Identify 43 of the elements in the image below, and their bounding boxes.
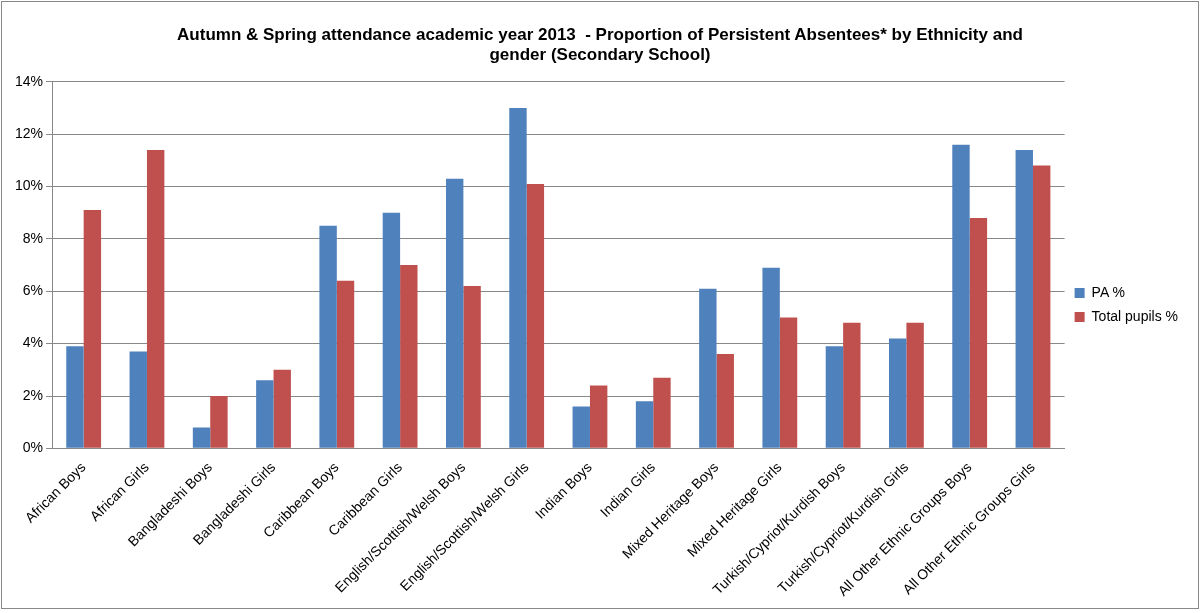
- bar: [635, 401, 654, 448]
- bar: [526, 183, 545, 448]
- bar: [382, 212, 401, 448]
- bar: [889, 338, 907, 448]
- y-tick-label: 4%: [22, 334, 44, 351]
- bar: [319, 225, 337, 448]
- bar: [210, 396, 228, 448]
- y-tick-label: 8%: [22, 229, 44, 246]
- y-tick-label: 2%: [22, 386, 44, 403]
- bar: [843, 322, 861, 448]
- bar: [336, 280, 355, 448]
- bar: [509, 107, 527, 448]
- y-tick-label: 12%: [14, 125, 44, 142]
- bar: [906, 322, 924, 448]
- bar: [463, 286, 481, 448]
- bar: [1032, 165, 1051, 448]
- bar: [256, 380, 274, 448]
- bar: [83, 210, 102, 448]
- y-tick-label: 0%: [22, 439, 44, 456]
- legend-label: PA %: [1091, 283, 1125, 300]
- bar: [192, 427, 211, 448]
- bar: [589, 385, 608, 448]
- y-tick-label: 10%: [14, 177, 44, 194]
- bar: [1015, 149, 1033, 448]
- chart-title: Autumn & Spring attendance academic year 2013 - Proportion of Persistent Absentees* by Ethnicity and gender (Secondary School): [177, 24, 1023, 65]
- bar: [445, 178, 464, 448]
- y-tick-label: 6%: [22, 282, 44, 299]
- bar: [66, 346, 84, 448]
- bar: [273, 369, 291, 448]
- bar: [653, 377, 671, 448]
- bar: [969, 217, 988, 448]
- bar: [146, 149, 165, 448]
- bar: [762, 267, 780, 448]
- bar: [400, 265, 418, 448]
- legend-label: Total pupils %: [1091, 307, 1179, 324]
- bar: [699, 288, 717, 448]
- bar: [572, 406, 590, 448]
- bar: [952, 144, 970, 448]
- bar: [825, 346, 844, 448]
- bar: [129, 351, 147, 448]
- y-tick-label: 14%: [14, 72, 44, 89]
- bar: [779, 317, 798, 448]
- bar: [716, 354, 734, 448]
